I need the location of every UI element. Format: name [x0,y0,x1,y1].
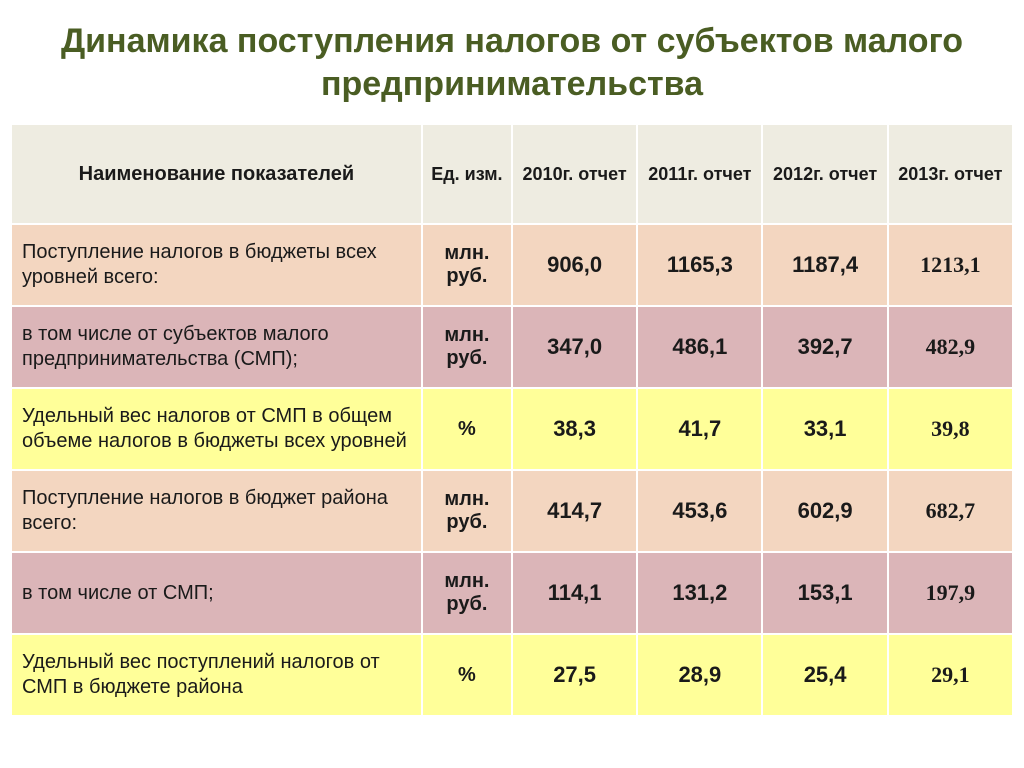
row-label: в том числе от субъектов малого предприн… [11,306,422,388]
col-unit: Ед. изм. [422,124,512,224]
row-val-2013: 197,9 [888,552,1013,634]
row-val-2013: 482,9 [888,306,1013,388]
row-val-2011: 486,1 [637,306,762,388]
row-unit: % [422,388,512,470]
row-val-2012: 392,7 [762,306,887,388]
row-val-2010: 347,0 [512,306,637,388]
row-label: Удельный вес поступлений налогов от СМП … [11,634,422,716]
table-header-row: Наименование показателей Ед. изм. 2010г.… [11,124,1013,224]
row-unit: млн. руб. [422,224,512,306]
row-val-2013: 1213,1 [888,224,1013,306]
row-val-2010: 906,0 [512,224,637,306]
row-val-2013: 39,8 [888,388,1013,470]
table-row: в том числе от субъектов малого предприн… [11,306,1013,388]
col-2011: 2011г. отчет [637,124,762,224]
row-val-2010: 27,5 [512,634,637,716]
table-row: Удельный вес налогов от СМП в общем объе… [11,388,1013,470]
row-label: в том числе от СМП; [11,552,422,634]
row-val-2010: 114,1 [512,552,637,634]
row-val-2011: 131,2 [637,552,762,634]
col-2012: 2012г. отчет [762,124,887,224]
row-label: Поступление налогов в бюджеты всех уровн… [11,224,422,306]
col-2013: 2013г. отчет [888,124,1013,224]
row-unit: млн. руб. [422,552,512,634]
table-row: Поступление налогов в бюджеты всех уровн… [11,224,1013,306]
row-val-2010: 38,3 [512,388,637,470]
row-label: Поступление налогов в бюджет района всег… [11,470,422,552]
row-val-2011: 453,6 [637,470,762,552]
row-val-2012: 1187,4 [762,224,887,306]
row-unit: млн. руб. [422,306,512,388]
row-val-2011: 1165,3 [637,224,762,306]
col-2010: 2010г. отчет [512,124,637,224]
table-row: в том числе от СМП;млн. руб.114,1131,215… [11,552,1013,634]
row-label: Удельный вес налогов от СМП в общем объе… [11,388,422,470]
col-name: Наименование показателей [11,124,422,224]
row-val-2011: 28,9 [637,634,762,716]
tax-table: Наименование показателей Ед. изм. 2010г.… [10,123,1014,717]
row-val-2013: 29,1 [888,634,1013,716]
row-val-2010: 414,7 [512,470,637,552]
row-val-2013: 682,7 [888,470,1013,552]
table-row: Удельный вес поступлений налогов от СМП … [11,634,1013,716]
row-val-2011: 41,7 [637,388,762,470]
row-unit: % [422,634,512,716]
table-body: Поступление налогов в бюджеты всех уровн… [11,224,1013,716]
row-val-2012: 153,1 [762,552,887,634]
page-title: Динамика поступления налогов от субъекто… [10,20,1014,105]
row-unit: млн. руб. [422,470,512,552]
row-val-2012: 25,4 [762,634,887,716]
row-val-2012: 602,9 [762,470,887,552]
row-val-2012: 33,1 [762,388,887,470]
table-row: Поступление налогов в бюджет района всег… [11,470,1013,552]
